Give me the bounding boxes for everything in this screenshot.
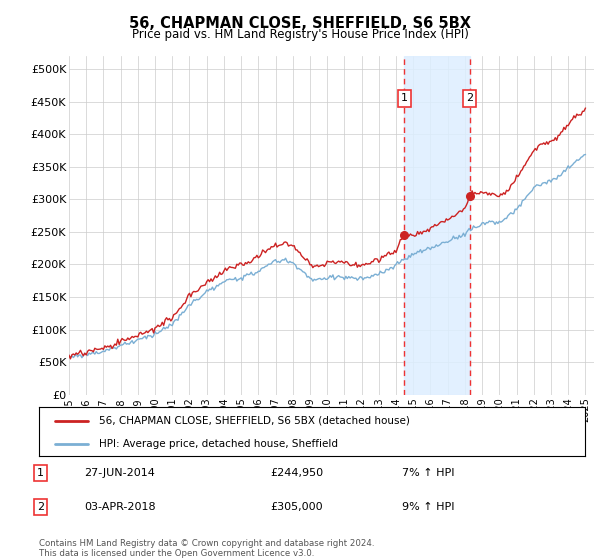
Text: 1: 1 [401, 94, 408, 104]
Text: 7% ↑ HPI: 7% ↑ HPI [402, 468, 455, 478]
Text: 2: 2 [37, 502, 44, 512]
Text: £305,000: £305,000 [270, 502, 323, 512]
Text: 27-JUN-2014: 27-JUN-2014 [84, 468, 155, 478]
Text: Contains HM Land Registry data © Crown copyright and database right 2024.
This d: Contains HM Land Registry data © Crown c… [39, 539, 374, 558]
Text: 56, CHAPMAN CLOSE, SHEFFIELD, S6 5BX (detached house): 56, CHAPMAN CLOSE, SHEFFIELD, S6 5BX (de… [99, 416, 410, 426]
Text: 56, CHAPMAN CLOSE, SHEFFIELD, S6 5BX: 56, CHAPMAN CLOSE, SHEFFIELD, S6 5BX [129, 16, 471, 31]
Text: £244,950: £244,950 [270, 468, 323, 478]
Text: HPI: Average price, detached house, Sheffield: HPI: Average price, detached house, Shef… [99, 439, 338, 449]
Text: 2: 2 [466, 94, 473, 104]
Text: 1: 1 [37, 468, 44, 478]
Text: 03-APR-2018: 03-APR-2018 [84, 502, 155, 512]
Text: Price paid vs. HM Land Registry's House Price Index (HPI): Price paid vs. HM Land Registry's House … [131, 28, 469, 41]
Bar [404, 56, 470, 395]
Text: 9% ↑ HPI: 9% ↑ HPI [402, 502, 455, 512]
